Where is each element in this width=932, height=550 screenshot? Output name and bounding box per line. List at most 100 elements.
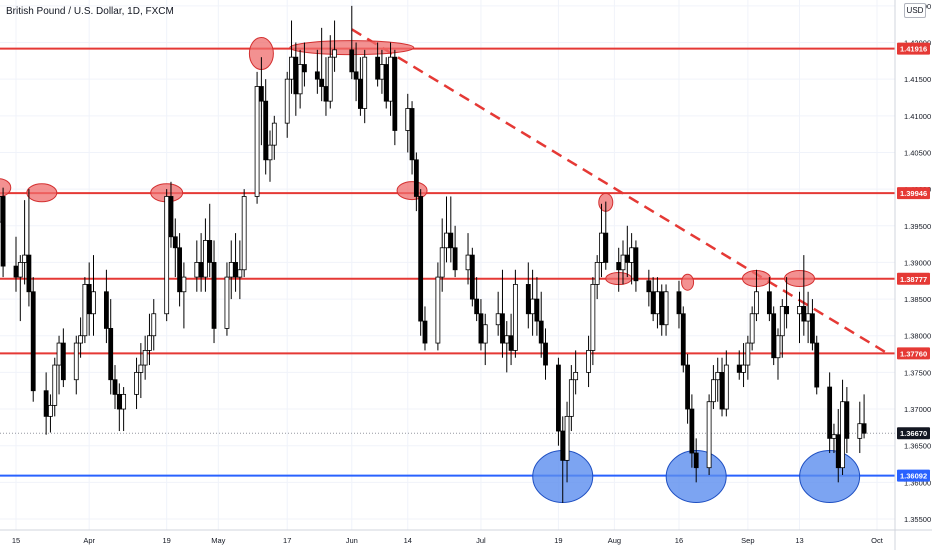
highlight-red: [26, 183, 58, 203]
candle-body: [495, 313, 501, 326]
candle-body: [835, 434, 841, 469]
candle-body: [418, 196, 424, 322]
candle-body: [177, 247, 182, 293]
candle-body: [349, 49, 355, 73]
candle-body: [409, 108, 415, 161]
candle-body: [689, 408, 695, 454]
candle-body: [861, 423, 867, 434]
candle-body: [500, 313, 505, 344]
candle-body: [104, 291, 109, 329]
candle-body: [775, 335, 781, 359]
candle-body: [452, 247, 458, 271]
candle-body: [586, 350, 591, 373]
highlight-red: [396, 181, 428, 201]
candle-body: [17, 262, 23, 278]
candle-body: [465, 254, 471, 271]
chart-title: British Pound / U.S. Dollar, 1D, FXCM: [6, 6, 174, 17]
candle-body: [594, 262, 600, 285]
candle-body: [779, 306, 785, 337]
candle-body: [375, 56, 381, 80]
price-label-bg: [897, 272, 930, 285]
y-tick-label: 1.36500: [904, 442, 931, 451]
candle-body: [413, 159, 419, 197]
candle-body: [134, 371, 139, 395]
x-tick-label: Jun: [346, 536, 358, 545]
candle-body: [0, 196, 6, 267]
highlight-red: [784, 270, 816, 288]
grid-layer: [0, 0, 895, 530]
candle-body: [48, 404, 53, 417]
candle-body: [52, 364, 58, 406]
y-tick-label: 1.41000: [904, 112, 931, 121]
candle-body: [314, 71, 320, 80]
trendline: [351, 28, 888, 354]
x-tick-label: 14: [404, 536, 412, 545]
candle-body: [530, 298, 535, 315]
candle-body: [323, 86, 329, 102]
candle-body: [26, 254, 32, 293]
price-labels-layer: 1.41916 1.39946 1.38777 1.37760 1.36092 1.366…: [897, 42, 930, 482]
candle-body: [22, 254, 28, 263]
candle-body: [478, 313, 484, 344]
candle-body: [302, 64, 307, 73]
candle-body: [327, 56, 333, 102]
candle-body: [685, 364, 690, 410]
candle-body: [603, 232, 609, 263]
candle-body: [840, 401, 845, 469]
price-label-bg: [897, 187, 930, 200]
candle-body: [241, 196, 247, 271]
x-tick-label: Sep: [741, 536, 754, 545]
candle-body: [198, 262, 204, 278]
x-tick-label: 15: [12, 536, 20, 545]
candle-body: [112, 379, 118, 395]
candle-body: [203, 240, 208, 278]
candle-body: [723, 364, 729, 410]
candle-body: [741, 364, 746, 373]
candle-body: [56, 342, 62, 366]
candle-body: [439, 247, 445, 278]
price-label: 1.37760: [900, 349, 927, 358]
candle-body: [151, 313, 157, 337]
price-label-bg: [897, 42, 930, 55]
candle-body: [564, 415, 570, 461]
candle-body: [86, 284, 92, 315]
candle-body: [78, 335, 83, 344]
y-tick-label: 1.39000: [904, 258, 931, 267]
x-tick-label: Apr: [83, 536, 95, 545]
x-tick-label: 19: [554, 536, 562, 545]
candle-body: [392, 56, 398, 131]
candle-body: [357, 78, 363, 109]
candle-body: [482, 324, 488, 344]
candle-body: [680, 313, 686, 366]
candle-body: [784, 306, 789, 315]
candle-body: [538, 320, 544, 344]
candle-body: [422, 320, 428, 344]
y-tick-label: 1.40500: [904, 148, 931, 157]
candle-body: [168, 196, 174, 238]
candle-body: [771, 313, 777, 359]
candle-body: [405, 108, 411, 131]
candle-body: [444, 232, 449, 249]
candle-body: [293, 56, 299, 95]
candle-body: [43, 390, 49, 417]
price-label-bg: [897, 427, 930, 440]
candle-body: [568, 379, 574, 417]
candle-body: [844, 401, 850, 439]
price-label: 1.41916: [900, 45, 927, 54]
candle-body: [599, 232, 604, 263]
candle-body: [715, 371, 721, 381]
y-tick-label: 1.35500: [904, 515, 931, 524]
candle-body: [693, 452, 699, 469]
currency-badge[interactable]: USD: [904, 3, 926, 18]
x-tick-label: May: [211, 536, 225, 545]
candle-body: [319, 78, 325, 87]
candle-body: [383, 64, 389, 102]
candle-body: [237, 269, 243, 278]
candle-body: [263, 100, 269, 161]
candle-body: [0, 196, 2, 223]
candle-body: [138, 364, 144, 373]
candle-body: [797, 306, 802, 315]
candle-body: [284, 78, 290, 124]
